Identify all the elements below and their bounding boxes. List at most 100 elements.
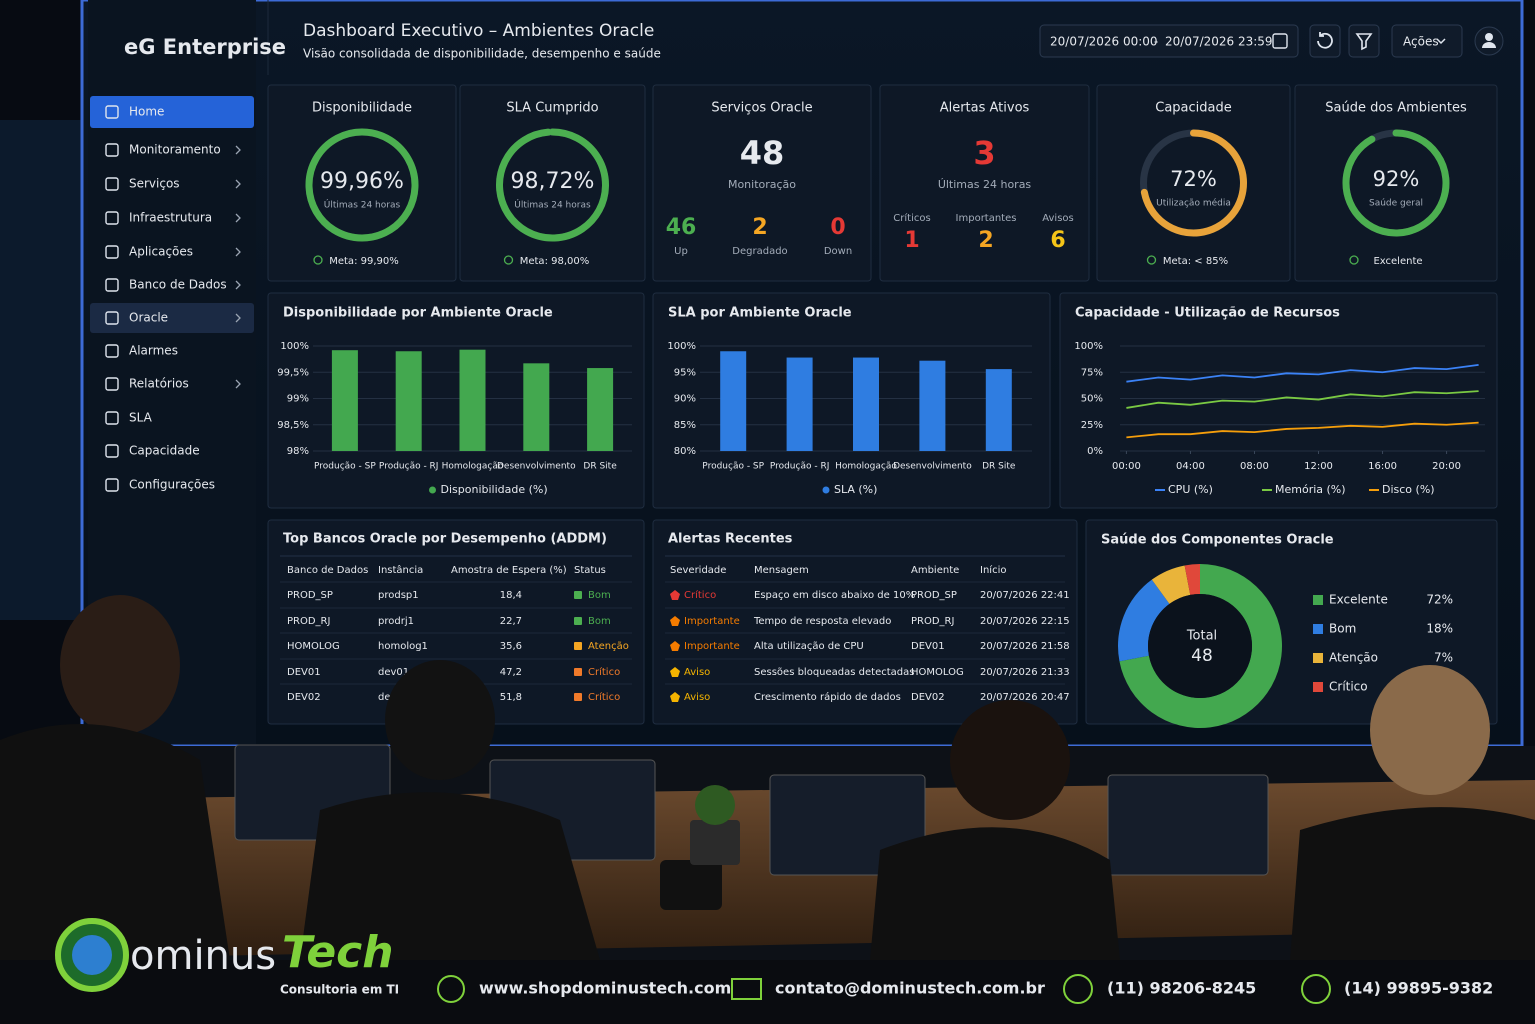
kpi-total: 48	[740, 134, 785, 172]
legend-swatch	[1313, 595, 1323, 605]
legend-swatch	[1313, 653, 1323, 663]
y-tick-label: 85%	[674, 420, 696, 431]
severity-text: Crítico	[684, 589, 716, 601]
chevron	[235, 280, 241, 290]
gauge-sub: Últimas 24 horas	[324, 199, 401, 211]
legend-label: CPU (%)	[1168, 483, 1213, 496]
status-text: Bom	[588, 590, 611, 601]
kpi-meta: Meta: 99,90%	[329, 256, 399, 267]
person	[300, 792, 600, 960]
actions-button[interactable]	[1391, 24, 1463, 58]
card	[267, 84, 457, 282]
refresh-button[interactable]	[1309, 24, 1341, 58]
column-header: Status	[574, 565, 606, 576]
card	[652, 84, 872, 282]
breakdown-value: 2	[752, 215, 767, 240]
check-icon	[313, 255, 323, 265]
y-tick-label: 99,5%	[277, 367, 309, 378]
bar	[395, 351, 422, 451]
status-text: Bom	[588, 616, 611, 627]
date-range[interactable]	[1039, 24, 1299, 58]
chevron	[235, 179, 241, 189]
laptops	[234, 744, 1269, 910]
y-tick-label: 95%	[674, 367, 696, 378]
severity-icon	[670, 641, 680, 651]
menu-item[interactable]: Banco de Dados	[129, 278, 227, 292]
menu-item[interactable]: SLA	[129, 411, 153, 425]
column-header: Banco de Dados	[287, 565, 368, 576]
phone[interactable]: (14) 99895-9382	[1344, 979, 1493, 998]
menu-item[interactable]: Relatórios	[129, 377, 189, 391]
gauge-sub: Últimas 24 horas	[514, 199, 591, 211]
legend-label: SLA (%)	[834, 483, 877, 496]
x-tick-label: Produção - SP	[314, 462, 376, 472]
card	[1294, 84, 1498, 282]
tagline: Consultoria em TI	[280, 983, 399, 997]
table-cell: prodsp1	[378, 590, 419, 601]
breakdown-label: Down	[824, 246, 852, 257]
website[interactable]: www.shopdominustech.com	[479, 979, 731, 998]
filter-icon	[1355, 33, 1373, 51]
breakdown-label: Degradado	[732, 246, 787, 257]
menu-icon	[105, 478, 119, 492]
x-tick-label: Desenvolvimento	[497, 462, 576, 472]
breakdown-value: 2	[978, 228, 993, 253]
card	[459, 84, 646, 282]
gauge-label: 98,72%	[511, 169, 595, 194]
menu-item[interactable]: Alarmes	[129, 344, 178, 358]
dropdown-caret	[1436, 38, 1446, 45]
severity-text: Importante	[684, 641, 740, 652]
severity-text: Aviso	[684, 667, 710, 678]
severity-icon	[670, 590, 680, 600]
breakdown-label: Up	[674, 246, 688, 257]
check-icon	[1349, 255, 1359, 265]
breakdown-label: Críticos	[893, 212, 930, 224]
phone[interactable]: (11) 98206-8245	[1107, 979, 1256, 998]
status-dot	[574, 693, 582, 701]
table-cell: 51,8	[500, 692, 522, 703]
y-tick-label: 99%	[287, 394, 309, 405]
bar	[786, 357, 813, 451]
kpi-meta: Excelente	[1373, 256, 1422, 267]
filter-button[interactable]	[1348, 24, 1380, 58]
x-tick-label: Produção - SP	[702, 462, 764, 472]
column-header: Severidade	[670, 565, 726, 576]
donut-center-label: Total	[1186, 629, 1217, 644]
table-cell: prodrj1	[378, 616, 414, 627]
chart-title: SLA por Ambiente Oracle	[668, 306, 852, 321]
person-head	[60, 595, 180, 735]
legend-swatch	[1313, 682, 1323, 692]
table-cell: 20/07/2026 20:47	[980, 692, 1070, 703]
menu-item[interactable]: Configurações	[129, 478, 215, 492]
menu-item[interactable]: Infraestrutura	[129, 211, 212, 225]
legend-swatch	[1313, 624, 1323, 634]
gauge-label: 99,96%	[320, 169, 404, 194]
donut-slice	[1151, 565, 1191, 604]
menu-item[interactable]: Capacidade	[129, 444, 200, 458]
table-cell: PROD_RJ	[911, 616, 954, 627]
x-tick-label: 00:00	[1112, 461, 1141, 472]
table-cell: DEV02	[287, 692, 321, 703]
line-series	[1126, 364, 1479, 383]
menu-item[interactable]: Monitoramento	[129, 143, 221, 157]
status-dot	[574, 668, 582, 676]
menu-icon	[105, 344, 119, 358]
menu-item[interactable]: Oracle	[129, 311, 168, 325]
menu-item[interactable]: Aplicações	[129, 245, 193, 259]
brand: eG Enterprise	[124, 35, 286, 59]
email[interactable]: contato@dominustech.com.br	[775, 979, 1045, 998]
y-tick-label: 100%	[1074, 341, 1103, 352]
menu-item[interactable]: Serviços	[129, 177, 180, 191]
column-header: Mensagem	[754, 565, 809, 576]
donut-slice	[1117, 579, 1170, 662]
legend-swatch	[822, 486, 830, 494]
column-header: Amostra de Espera (%)	[451, 565, 567, 576]
table-cell: Sessões bloqueadas detectadas	[754, 667, 914, 678]
x-tick-label: 12:00	[1304, 461, 1333, 472]
menu-item[interactable]: Home	[129, 105, 164, 119]
y-tick-label: 75%	[1081, 367, 1103, 378]
column-header: Início	[980, 564, 1006, 576]
table-cell: 20/07/2026 21:58	[980, 641, 1070, 652]
legend-label: Disponibilidade (%)	[441, 483, 548, 496]
legend-label: Bom	[1329, 622, 1356, 636]
